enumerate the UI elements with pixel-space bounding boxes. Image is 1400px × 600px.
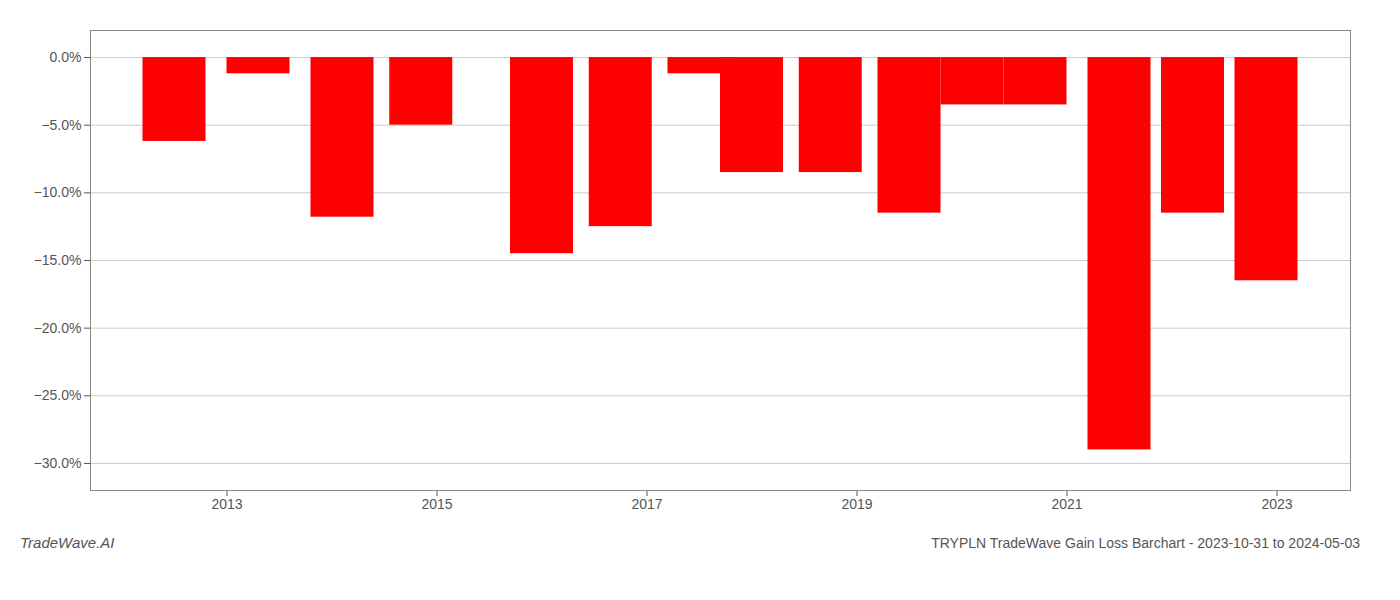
svg-text:−15.0%: −15.0%	[34, 252, 82, 268]
svg-text:−25.0%: −25.0%	[34, 387, 82, 403]
svg-text:−20.0%: −20.0%	[34, 320, 82, 336]
svg-text:2021: 2021	[1051, 496, 1082, 512]
svg-text:2017: 2017	[631, 496, 662, 512]
svg-text:2023: 2023	[1261, 496, 1292, 512]
svg-text:2019: 2019	[841, 496, 872, 512]
svg-text:2015: 2015	[421, 496, 452, 512]
svg-text:−5.0%: −5.0%	[41, 117, 81, 133]
svg-text:2013: 2013	[211, 496, 242, 512]
svg-text:−10.0%: −10.0%	[34, 184, 82, 200]
svg-text:0.0%: 0.0%	[50, 49, 82, 65]
svg-text:−30.0%: −30.0%	[34, 455, 82, 471]
html-text:TRYPLN TradeWave Gain Loss Bar: TRYPLN TradeWave Gain Loss Barchart - 20…	[931, 535, 1360, 551]
html-text:TradeWave.AI: TradeWave.AI	[20, 534, 115, 551]
